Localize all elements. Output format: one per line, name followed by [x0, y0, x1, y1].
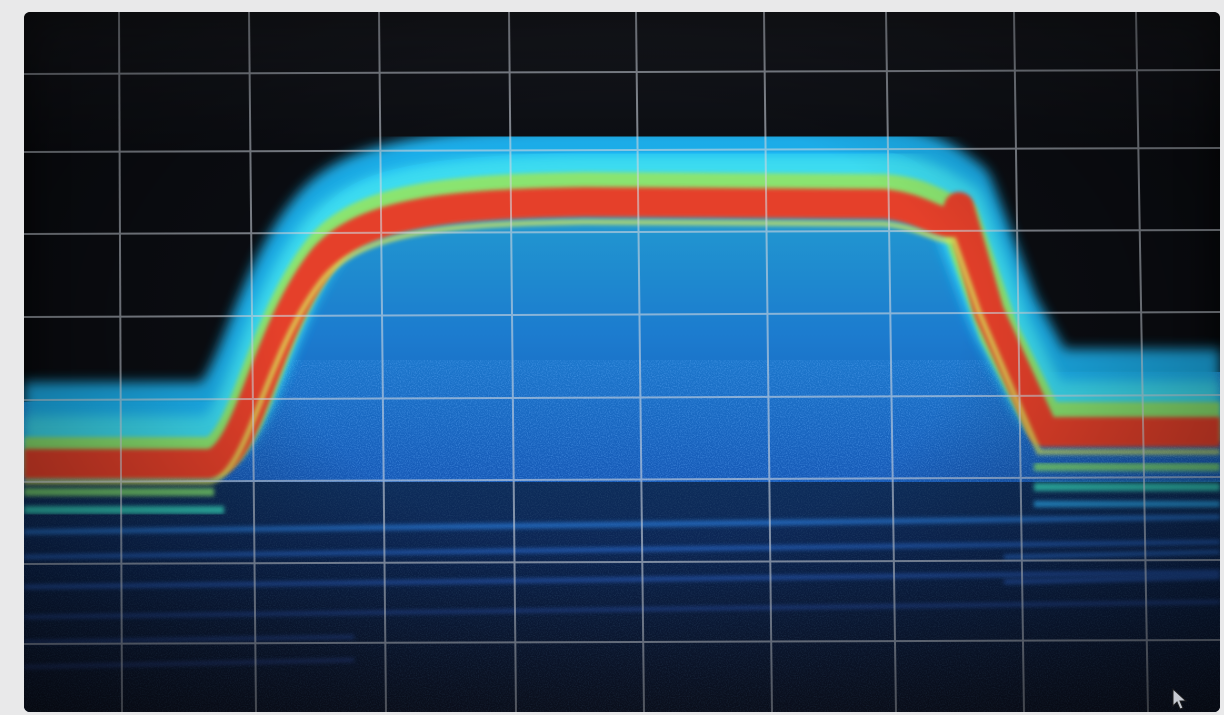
spectrum-plot [24, 12, 1220, 712]
mouse-pointer-icon [1172, 688, 1188, 710]
spectrum-display [24, 12, 1220, 712]
